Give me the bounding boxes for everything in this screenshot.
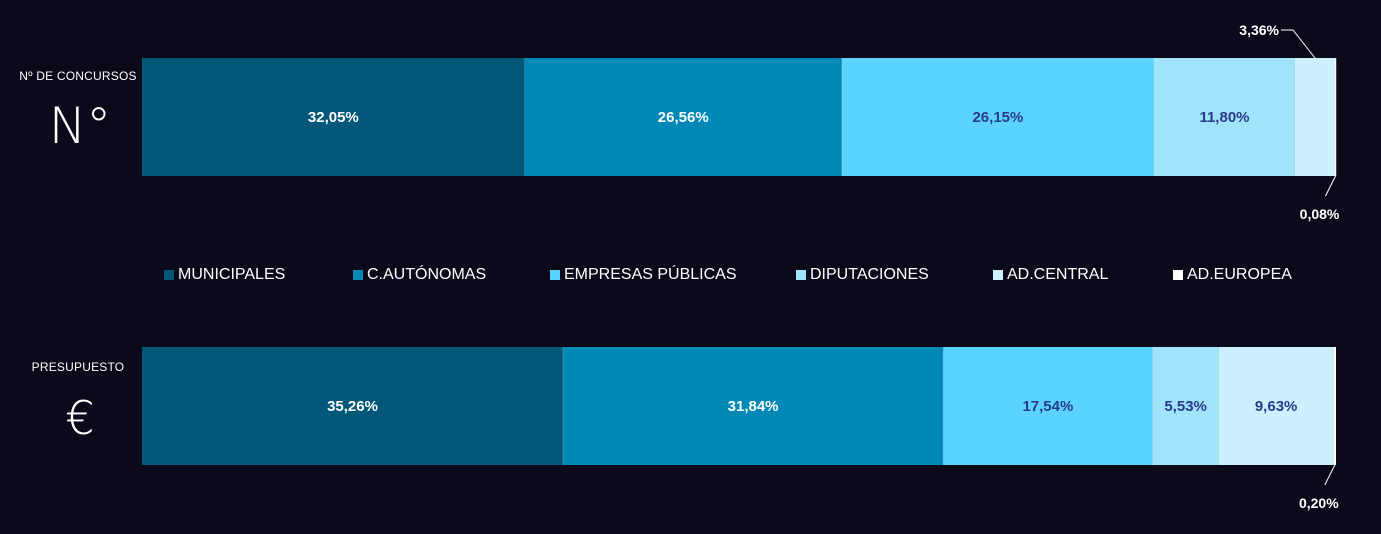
- data-label-0-c-aut-nomas: 26,56%: [658, 109, 709, 126]
- legend-item-municipales: MUNICIPALES: [164, 266, 285, 284]
- legend-label-empresas: EMPRESAS PÚBLICAS: [564, 266, 737, 283]
- legend-label-municipales: MUNICIPALES: [178, 266, 286, 283]
- legend-label-europea: AD.EUROPEA: [1187, 266, 1292, 283]
- data-label-0-empresas-p-blicas: 26,15%: [972, 109, 1023, 126]
- legend-swatch-europea: [1173, 270, 1183, 280]
- data-label-0-ad-central: 3,36%: [1239, 22, 1279, 38]
- row-symbol-numero: N°: [48, 97, 112, 155]
- bar-segment-0-ad-central: [1294, 58, 1336, 176]
- bar-segment-0-c-aut-nomas: [524, 58, 842, 176]
- bar-segment-1-ad-europea: [1333, 347, 1336, 465]
- legend-item-central: AD.CENTRAL: [993, 266, 1108, 284]
- legend-item-empresas: EMPRESAS PÚBLICAS: [550, 266, 737, 284]
- data-label-1-empresas-p-blicas: 17,54%: [1022, 398, 1073, 415]
- callout-line-0-ad-europea: [1325, 175, 1336, 197]
- row-label-presupuesto: PRESUPUESTO: [31, 360, 125, 374]
- data-label-1-ad-europea: 0,20%: [1299, 495, 1339, 511]
- bar-segment-0-empresas-p-blicas: [841, 58, 1155, 176]
- legend-label-central: AD.CENTRAL: [1007, 266, 1109, 283]
- legend-swatch-autonomas: [353, 270, 363, 280]
- data-label-0-municipales: 32,05%: [308, 109, 359, 126]
- legend-swatch-municipales: [164, 270, 174, 280]
- data-label-1-c-aut-nomas: 31,84%: [728, 398, 779, 415]
- bar-segment-0-diputaciones: [1154, 58, 1295, 176]
- legend-swatch-empresas: [550, 270, 560, 280]
- bar-segment-1-c-aut-nomas: [563, 347, 944, 465]
- callout-line-0-ad-central: [1280, 29, 1316, 59]
- row-label-concursos: Nº DE CONCURSOS: [19, 69, 137, 83]
- legend-item-autonomas: C.AUTÓNOMAS: [353, 266, 486, 284]
- bar-segment-1-empresas-p-blicas: [943, 347, 1153, 465]
- data-label-0-diputaciones: 11,80%: [1199, 109, 1249, 126]
- callout-line-1-ad-europea: [1324, 464, 1336, 486]
- bar-segment-0-ad-europea: [1335, 58, 1337, 176]
- bar-segment-1-municipales: [142, 347, 563, 465]
- data-label-0-ad-europea: 0,08%: [1300, 206, 1340, 222]
- bar-segment-0-municipales: [142, 58, 525, 176]
- legend-label-diputaciones: DIPUTACIONES: [810, 266, 929, 283]
- row-symbol-euro: €: [65, 391, 95, 445]
- data-label-1-municipales: 35,26%: [327, 398, 378, 415]
- legend-label-autonomas: C.AUTÓNOMAS: [367, 266, 487, 283]
- legend-item-europea: AD.EUROPEA: [1173, 266, 1292, 284]
- legend-item-diputaciones: DIPUTACIONES: [796, 266, 929, 284]
- data-label-1-ad-central: 9,63%: [1255, 398, 1298, 415]
- legend-swatch-diputaciones: [796, 270, 806, 280]
- bar-segment-1-diputaciones: [1152, 347, 1219, 465]
- bar-segment-1-ad-central: [1218, 347, 1334, 465]
- legend-swatch-central: [993, 270, 1003, 280]
- data-label-1-diputaciones: 5,53%: [1164, 398, 1207, 415]
